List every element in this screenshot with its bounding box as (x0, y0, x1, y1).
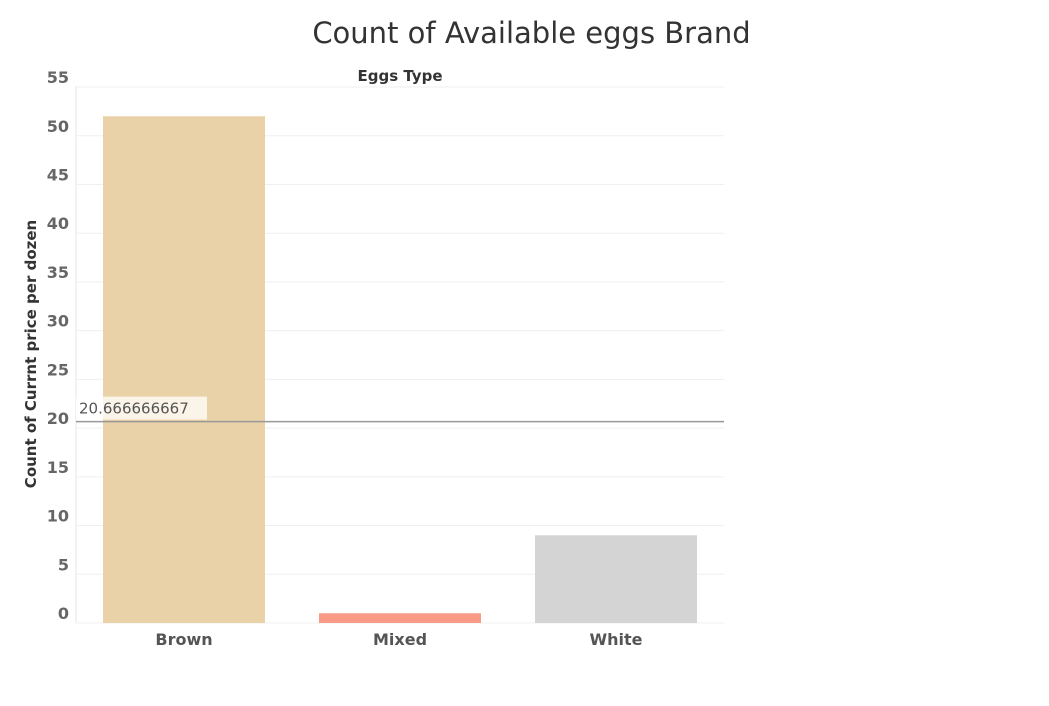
y-tick-label: 15 (47, 458, 69, 477)
x-axis-categories: Brown Mixed White (155, 630, 642, 649)
y-tick-label: 50 (47, 117, 69, 136)
y-tick-label: 30 (47, 312, 69, 331)
bar-white[interactable] (535, 535, 697, 623)
y-tick-label: 45 (47, 165, 69, 184)
chart-title: Count of Available eggs Brand (312, 16, 751, 50)
bar-mixed[interactable] (319, 613, 481, 623)
y-tick-label: 25 (47, 360, 69, 379)
y-tick-label: 20 (47, 409, 69, 428)
y-axis-title: Count of Currnt price per dozen (22, 220, 40, 488)
bar-brown[interactable] (103, 116, 265, 623)
y-tick-label: 5 (58, 555, 69, 574)
y-axis-ticks: 0 5 10 15 20 25 30 35 40 45 50 55 (47, 68, 69, 623)
bars (103, 116, 697, 623)
y-tick-label: 55 (47, 68, 69, 87)
x-category-label: White (589, 630, 642, 649)
column-header: Eggs Type (357, 67, 442, 85)
reference-line-label: 20.666666667 (79, 400, 189, 418)
y-tick-label: 10 (47, 507, 69, 526)
reference-line-group: 20.666666667 (76, 396, 724, 423)
y-tick-label: 40 (47, 214, 69, 233)
x-category-label: Brown (155, 630, 212, 649)
y-tick-label: 0 (58, 604, 69, 623)
reference-label-bg (76, 396, 207, 420)
x-category-label: Mixed (373, 630, 427, 649)
y-tick-label: 35 (47, 263, 69, 282)
